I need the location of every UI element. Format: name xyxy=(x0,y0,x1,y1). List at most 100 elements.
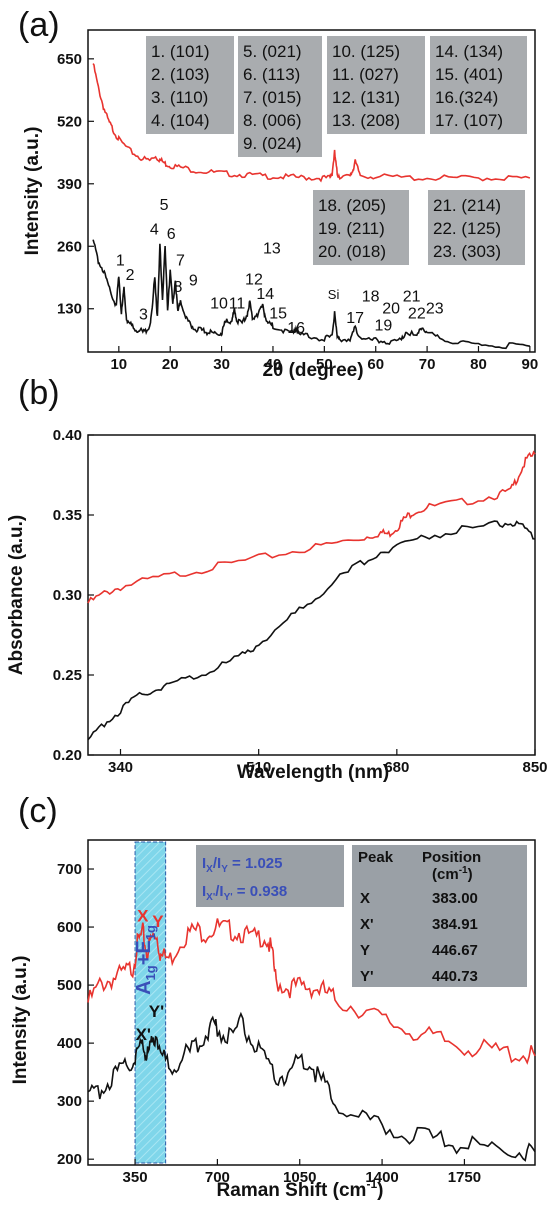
panel-b-y-ticks: 0.20 0.25 0.30 0.35 0.40 xyxy=(53,427,94,764)
series-line xyxy=(92,63,531,183)
table-row-position: 383.00 xyxy=(432,890,478,907)
x-tick-label: 680 xyxy=(384,759,409,776)
panel-c-x-ticks: 350 700 1050 1400 1750 xyxy=(123,1159,481,1186)
x-tick-label: 50 xyxy=(316,356,333,373)
hkl-entry: 4. (104) xyxy=(151,111,210,130)
peak-label: 19 xyxy=(375,317,393,334)
hkl-entry: 2. (103) xyxy=(151,65,210,84)
hkl-entry: 18. (205) xyxy=(318,196,386,215)
panel-a-series xyxy=(92,63,531,350)
series-line xyxy=(87,1011,536,1162)
peak-label: 21 xyxy=(403,289,421,306)
peak-label: 3 xyxy=(139,306,148,323)
panel-c-label: (c) xyxy=(18,792,58,830)
peak-label: 2 xyxy=(126,267,135,284)
panel-c-ylabel: Intensity (a.u.) xyxy=(10,956,31,1085)
peak-label: 16 xyxy=(287,320,305,337)
panel-c-ratio-2: IX'/IY' = 0.938 xyxy=(202,883,287,903)
panel-a-hkl-boxes: 1. (101) 2. (103) 3. (110) 4. (104) 5. (021)… xyxy=(146,36,527,265)
peak-label: 23 xyxy=(426,301,444,318)
hkl-entry: 1. (101) xyxy=(151,42,210,61)
y-tick-label: 400 xyxy=(57,1035,82,1052)
x-tick-label: 1050 xyxy=(283,1169,316,1186)
hkl-entry: 20. (018) xyxy=(318,242,386,261)
peak-label: 22 xyxy=(408,305,426,322)
hkl-entry: 5. (021) xyxy=(243,42,302,61)
peak-label: 18 xyxy=(362,289,380,306)
y-tick-label: 650 xyxy=(57,51,82,68)
peak-label: 6 xyxy=(167,226,176,243)
panel-c: (c) X YX'Y' A1g+E1g IX/IY = 1.025 IX'/IY'… xyxy=(10,792,536,1201)
panel-c-highlight-band xyxy=(134,841,167,1164)
peak-label: 11 xyxy=(229,296,246,313)
x-tick-label: 80 xyxy=(470,356,487,373)
hkl-entry: 3. (110) xyxy=(151,88,208,107)
table-header-unit: (cm-1) xyxy=(432,865,473,883)
hkl-entry: 15. (401) xyxy=(435,65,503,84)
series-line xyxy=(87,520,536,741)
hkl-entry: 17. (107) xyxy=(435,111,503,130)
hkl-entry: 8. (006) xyxy=(243,111,302,130)
y-tick-label: 390 xyxy=(57,176,82,193)
series-line xyxy=(92,239,531,350)
hkl-entry: 22. (125) xyxy=(433,219,501,238)
hkl-box xyxy=(430,36,527,134)
peak-point-label: Y xyxy=(152,912,164,931)
panel-a-xlabel: 2θ (degree) xyxy=(262,360,363,381)
panel-c-position-table xyxy=(352,845,527,987)
x-tick-label: 340 xyxy=(108,759,133,776)
hkl-entry: 7. (015) xyxy=(243,88,302,107)
panel-b-xlabel: Wavelength (nm) xyxy=(237,762,389,783)
y-tick-label: 0.20 xyxy=(53,747,82,764)
y-tick-label: 520 xyxy=(57,113,82,130)
peak-label: 20 xyxy=(382,301,400,318)
hkl-entry: 13. (208) xyxy=(332,111,400,130)
peak-label: 5 xyxy=(160,197,169,214)
table-row-position: 440.73 xyxy=(432,968,478,985)
peak-label: 8 xyxy=(173,279,182,296)
x-tick-label: 70 xyxy=(419,356,436,373)
x-tick-label: 30 xyxy=(213,356,230,373)
table-row-position: 384.91 xyxy=(432,916,478,933)
panel-b-frame xyxy=(87,434,536,756)
y-tick-label: 0.35 xyxy=(53,507,82,524)
peak-label: 17 xyxy=(346,310,364,327)
x-tick-label: 1750 xyxy=(448,1169,481,1186)
panel-c-xlabel: Raman Shift (cm-1) xyxy=(217,1177,384,1201)
panel-b-label: (b) xyxy=(18,374,60,412)
table-row-peak: Y' xyxy=(360,968,374,985)
hkl-box xyxy=(428,190,525,265)
peak-label: 13 xyxy=(263,240,281,257)
hkl-box xyxy=(146,36,234,134)
hkl-entry: 12. (131) xyxy=(332,88,400,107)
y-tick-label: 0.25 xyxy=(53,667,82,684)
hkl-box xyxy=(313,190,409,265)
peak-label: 9 xyxy=(189,273,198,290)
hkl-box xyxy=(238,36,322,157)
series-line xyxy=(87,450,536,604)
x-tick-label: 510 xyxy=(246,759,271,776)
panel-b: (b) 340 510 680 850 0.20 0.25 0.30 0.35 0.40 Wa… xyxy=(6,374,548,783)
panel-c-series xyxy=(87,918,536,1162)
panel-b-ylabel: Absorbance (a.u.) xyxy=(6,515,27,675)
table-row-peak: Y xyxy=(360,942,370,959)
y-tick-label: 700 xyxy=(57,861,82,878)
series-line xyxy=(87,918,536,1065)
y-tick-label: 260 xyxy=(57,238,82,255)
y-tick-label: 300 xyxy=(57,1093,82,1110)
peak-label: Si xyxy=(328,287,340,302)
x-tick-label: 350 xyxy=(123,1169,148,1186)
peak-label: 15 xyxy=(269,305,287,322)
panel-a-ylabel: Intensity (a.u.) xyxy=(22,127,43,256)
x-tick-label: 850 xyxy=(522,759,547,776)
table-header-position: Position xyxy=(422,849,481,866)
peak-label: 14 xyxy=(256,286,274,303)
panel-c-point-labels: X Y X' Y' xyxy=(136,906,165,1044)
x-tick-label: 1400 xyxy=(365,1169,398,1186)
y-tick-label: 600 xyxy=(57,919,82,936)
hkl-entry: 6. (113) xyxy=(243,65,300,84)
panel-a: (a) 1. (101) 2. (103) 3. (110) 4. (104) 5. (… xyxy=(18,6,538,381)
peak-point-label: X xyxy=(137,906,149,925)
